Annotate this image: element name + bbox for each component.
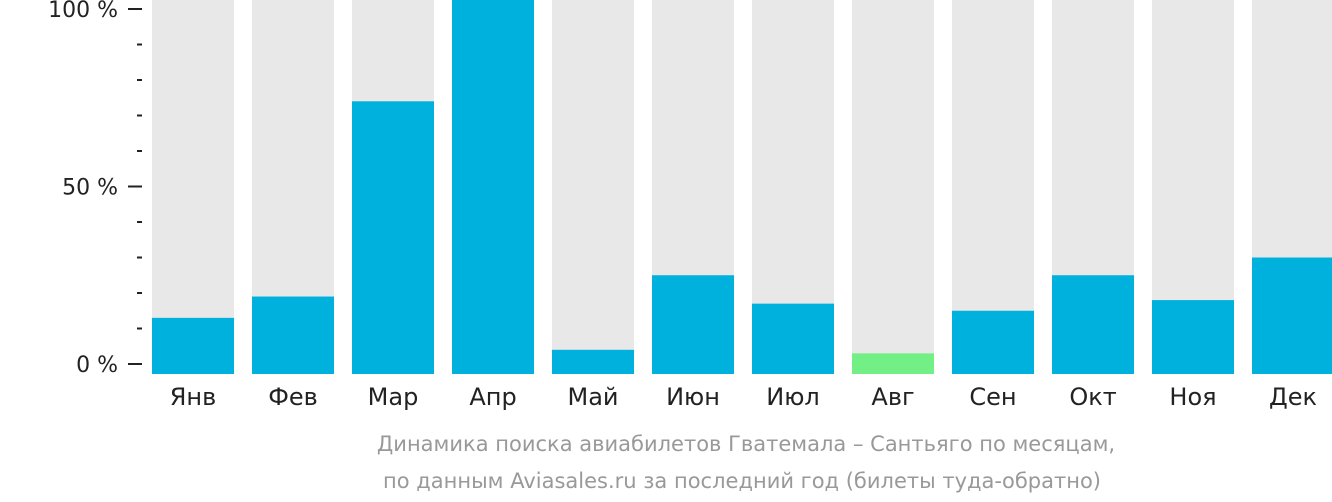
bar-2 <box>252 296 334 374</box>
y-axis: 100 % 50 % 0 % <box>48 0 142 378</box>
bar-10 <box>1052 275 1134 374</box>
x-axis-labels: Янв Фев Мар Апр Май Июн Июл Авг Сен Окт Ноя Дек <box>170 383 1317 411</box>
x-tick-label: Окт <box>1069 383 1116 411</box>
y-tick-label: 0 % <box>76 353 118 378</box>
bar-11 <box>1152 300 1234 374</box>
x-tick-label: Сен <box>969 383 1016 411</box>
x-tick-label: Авг <box>871 383 914 411</box>
y-tick-label: 50 % <box>62 176 118 201</box>
bars <box>152 0 1332 375</box>
bar-track <box>152 0 234 374</box>
bar-9 <box>952 310 1034 374</box>
bar-8 <box>852 353 934 374</box>
x-tick-label: Апр <box>469 383 516 411</box>
x-tick-label: Дек <box>1269 383 1317 411</box>
x-tick-label: Июл <box>766 383 820 411</box>
bar-track <box>852 0 934 374</box>
x-tick-label: Янв <box>170 383 217 411</box>
x-tick-label: Ноя <box>1169 383 1216 411</box>
caption-line-1: Динамика поиска авиабилетов Гватемала – … <box>377 432 1115 456</box>
bar-4 <box>452 0 534 374</box>
bar-1 <box>152 317 234 374</box>
bar-6 <box>652 275 734 374</box>
x-tick-label: Май <box>567 383 618 411</box>
x-tick-label: Мар <box>368 383 419 411</box>
caption-line-2: по данным Aviasales.ru за последний год … <box>383 469 1101 493</box>
y-tick-label: 100 % <box>48 0 118 23</box>
bar-track <box>552 0 634 374</box>
chart-caption: Динамика поиска авиабилетов Гватемала – … <box>377 432 1115 493</box>
bar-7 <box>752 303 834 374</box>
bar-3 <box>352 101 434 375</box>
bar-12 <box>1252 257 1332 374</box>
x-tick-label: Июн <box>666 383 720 411</box>
bar-5 <box>552 349 634 374</box>
x-tick-label: Фев <box>268 383 318 411</box>
